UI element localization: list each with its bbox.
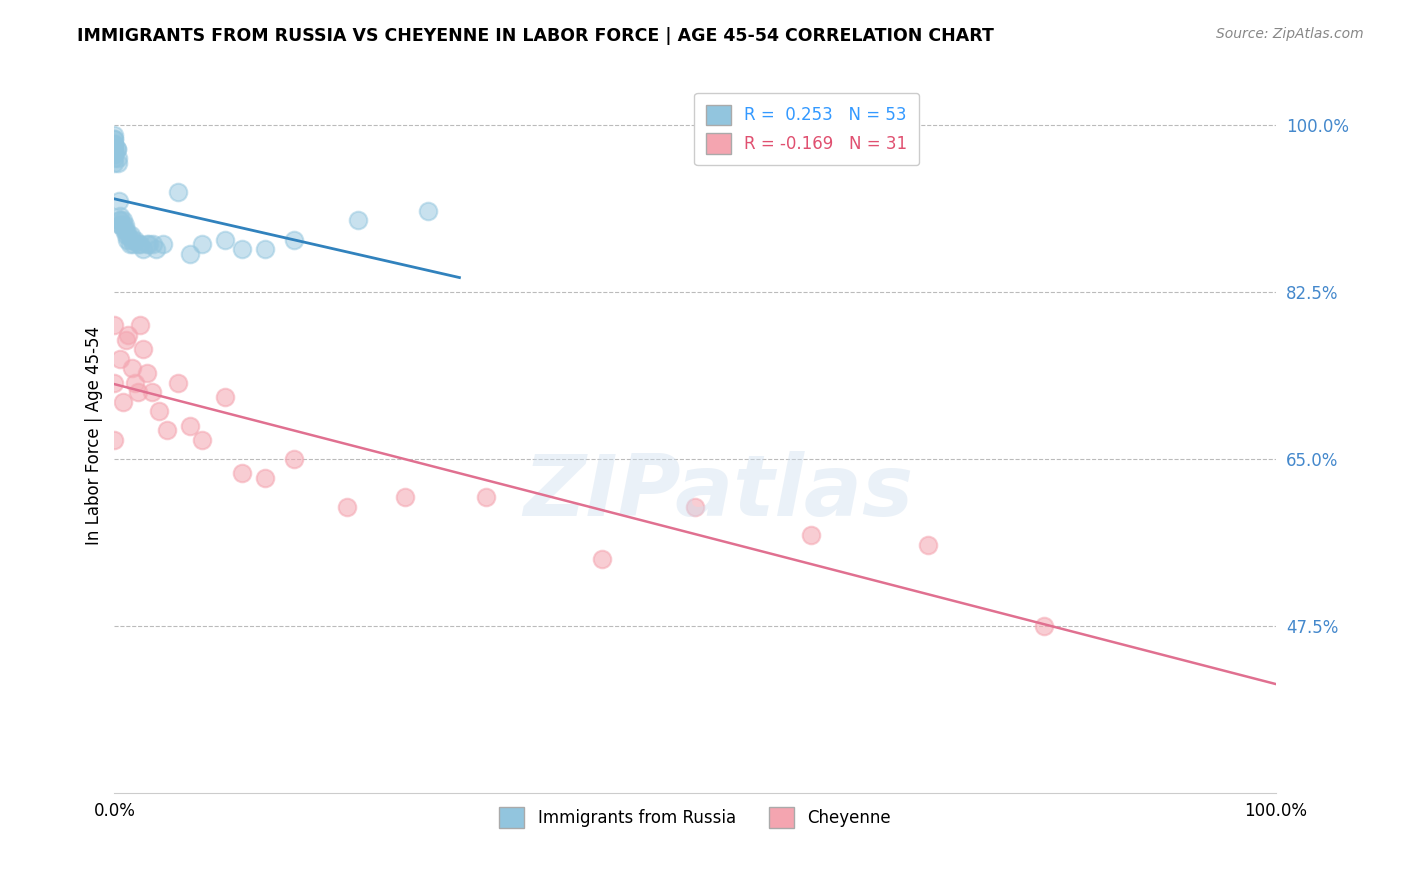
Point <box>394 490 416 504</box>
Point <box>103 433 125 447</box>
Point <box>115 333 138 347</box>
Point <box>103 146 125 161</box>
Point <box>156 423 179 437</box>
Point <box>283 451 305 466</box>
Point <box>114 219 136 233</box>
Point <box>112 223 135 237</box>
Point <box>254 471 277 485</box>
Point <box>110 351 132 366</box>
Point <box>115 227 138 242</box>
Point <box>103 146 125 161</box>
Point <box>110 213 132 227</box>
Point <box>591 552 613 566</box>
Text: Source: ZipAtlas.com: Source: ZipAtlas.com <box>1216 27 1364 41</box>
Point <box>103 137 125 152</box>
Point <box>115 223 138 237</box>
Text: IMMIGRANTS FROM RUSSIA VS CHEYENNE IN LABOR FORCE | AGE 45-54 CORRELATION CHART: IMMIGRANTS FROM RUSSIA VS CHEYENNE IN LA… <box>77 27 994 45</box>
Point <box>110 209 132 223</box>
Point <box>190 237 212 252</box>
Point <box>254 242 277 256</box>
Point <box>231 242 253 256</box>
Point <box>132 343 155 357</box>
Point <box>148 404 170 418</box>
Point <box>179 247 201 261</box>
Point <box>336 500 359 514</box>
Point <box>103 142 125 156</box>
Point <box>103 137 125 152</box>
Point <box>683 500 706 514</box>
Point <box>121 233 143 247</box>
Point <box>111 394 134 409</box>
Point <box>103 142 125 156</box>
Legend: Immigrants from Russia, Cheyenne: Immigrants from Russia, Cheyenne <box>492 801 898 834</box>
Point <box>179 418 201 433</box>
Point <box>115 233 138 247</box>
Point <box>103 128 125 142</box>
Point <box>475 490 498 504</box>
Point <box>111 219 134 233</box>
Point <box>152 237 174 252</box>
Point <box>136 237 159 252</box>
Point <box>190 433 212 447</box>
Point <box>107 152 129 166</box>
Point <box>416 203 439 218</box>
Point <box>107 156 129 170</box>
Point <box>120 227 142 242</box>
Y-axis label: In Labor Force | Age 45-54: In Labor Force | Age 45-54 <box>86 326 103 544</box>
Point <box>122 237 145 252</box>
Point <box>214 390 236 404</box>
Point <box>110 219 132 233</box>
Point <box>103 132 125 146</box>
Point <box>138 237 160 252</box>
Point <box>231 466 253 480</box>
Point <box>105 142 128 156</box>
Point <box>132 242 155 256</box>
Point <box>117 327 139 342</box>
Point <box>124 376 146 390</box>
Point <box>105 142 128 156</box>
Point <box>103 156 125 170</box>
Point <box>145 242 167 256</box>
Point <box>124 233 146 247</box>
Point <box>141 385 163 400</box>
Point <box>167 185 190 199</box>
Point <box>111 213 134 227</box>
Point <box>110 219 132 233</box>
Point <box>917 538 939 552</box>
Point <box>117 227 139 242</box>
Point <box>167 376 190 390</box>
Point <box>129 237 152 252</box>
Point <box>103 142 125 156</box>
Point <box>103 318 125 333</box>
Point <box>142 237 165 252</box>
Point <box>127 237 149 252</box>
Point <box>1032 619 1054 633</box>
Point <box>118 237 141 252</box>
Point <box>108 194 131 209</box>
Point <box>800 528 823 542</box>
Point <box>103 142 125 156</box>
Point <box>103 376 125 390</box>
Text: ZIPatlas: ZIPatlas <box>523 450 914 533</box>
Point <box>347 213 370 227</box>
Point <box>214 233 236 247</box>
Point <box>103 132 125 146</box>
Point <box>127 385 149 400</box>
Point <box>136 366 159 380</box>
Point <box>103 152 125 166</box>
Point <box>283 233 305 247</box>
Point <box>108 213 131 227</box>
Point <box>121 361 143 376</box>
Point <box>129 318 152 333</box>
